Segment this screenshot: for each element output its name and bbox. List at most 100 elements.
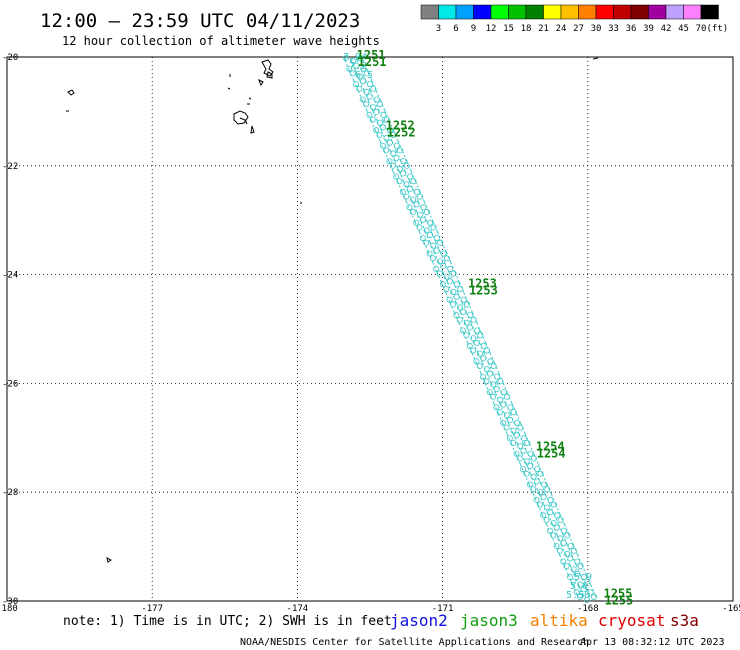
swh-glyph xyxy=(554,512,561,519)
legend-tick-label: 18 xyxy=(521,24,532,34)
swh-glyph xyxy=(510,409,517,416)
swh-glyph xyxy=(560,527,567,534)
swh-glyph xyxy=(393,173,400,180)
swh-glyph xyxy=(497,396,504,403)
swh-glyph xyxy=(563,550,570,557)
swh-glyph xyxy=(370,85,377,92)
swh-glyph xyxy=(440,250,447,257)
swh-glyph xyxy=(513,450,520,457)
island-shape xyxy=(233,110,249,125)
swh-glyph xyxy=(367,81,374,88)
island-shape xyxy=(227,74,231,90)
satellite-tracks xyxy=(342,55,598,604)
swh-glyph xyxy=(493,386,500,393)
swh-glyph xyxy=(453,312,460,319)
swh-glyph xyxy=(396,178,403,185)
swh-glyph xyxy=(503,424,510,431)
swh-glyph xyxy=(450,288,457,295)
swh-glyph xyxy=(380,111,387,118)
swh-glyph xyxy=(556,547,563,554)
swh-glyph xyxy=(439,281,446,288)
track-line xyxy=(355,57,591,598)
map-grid xyxy=(7,57,733,601)
swh-glyph xyxy=(490,362,497,369)
time-label-dup: 1253 xyxy=(469,283,498,297)
swh-glyph xyxy=(493,404,500,411)
swh-glyph xyxy=(460,309,467,316)
swh-glyph xyxy=(376,131,383,138)
swh-glyph xyxy=(393,142,400,149)
swh-glyph xyxy=(409,208,416,215)
swh-glyph xyxy=(580,586,587,593)
swh-glyph xyxy=(433,265,440,272)
footer-credit: NOAA/NESDIS Center for Satellite Applica… xyxy=(240,637,589,648)
swh-glyph xyxy=(460,296,467,303)
lon-tick-label: -180 xyxy=(0,604,18,614)
lat-tick-label: -24 xyxy=(2,271,18,281)
swh-glyph xyxy=(443,285,450,292)
lon-tick-label: -177 xyxy=(141,604,163,614)
track-line xyxy=(343,57,579,598)
lon-tick-label: -171 xyxy=(432,604,454,614)
swh-glyph xyxy=(410,178,417,185)
swh-glyph xyxy=(423,239,430,246)
swh-glyph xyxy=(413,219,420,226)
time-label-dup: 1251 xyxy=(358,55,387,69)
swh-glyph xyxy=(507,416,514,423)
swh-glyph xyxy=(459,327,466,334)
swh-glyph xyxy=(440,262,447,269)
island-shape xyxy=(250,125,255,134)
satellite-name-altika: altika xyxy=(530,611,588,630)
swh-glyph xyxy=(436,258,443,265)
swh-glyph xyxy=(543,517,550,524)
swh-glyph xyxy=(346,65,353,72)
swh-glyph xyxy=(456,316,463,323)
swh-glyph xyxy=(377,101,384,108)
swh-value-label: 7.2 xyxy=(349,61,367,72)
swh-glyph xyxy=(520,447,527,454)
swh-glyph xyxy=(480,342,487,349)
swh-glyph xyxy=(470,316,477,323)
page-title: 12:00 — 23:59 UTC 04/11/2023 xyxy=(40,10,360,32)
swh-glyph xyxy=(446,278,453,285)
swh-glyph xyxy=(473,339,480,346)
swh-glyph xyxy=(363,101,370,108)
swh-glyph xyxy=(480,373,487,380)
swh-glyph xyxy=(443,255,450,262)
footer-note: note: 1) Time is in UTC; 2) SWH is in fe… xyxy=(63,614,392,629)
wave-height-legend: 3 6 9 12 15 18 21 24 27 30 33 36 39 42 45 70 (ft) xyxy=(420,4,728,34)
swh-glyph xyxy=(520,435,527,442)
lat-tick-label: -20 xyxy=(2,53,18,63)
swh-glyph xyxy=(580,573,587,580)
swh-glyph xyxy=(380,124,387,131)
swh-glyph xyxy=(399,188,406,195)
swh-glyph xyxy=(523,470,530,477)
swh-glyph xyxy=(557,535,564,542)
legend-swatch xyxy=(700,4,719,20)
swh-glyph xyxy=(506,435,513,442)
swh-glyph xyxy=(567,555,574,562)
time-label-dup: 1252 xyxy=(387,126,416,140)
swh-glyph xyxy=(430,224,437,231)
island-shape xyxy=(106,557,112,563)
swh-glyph xyxy=(406,204,413,211)
swh-glyph xyxy=(470,335,477,342)
swh-glyph xyxy=(387,127,394,134)
swh-glyph xyxy=(520,466,527,473)
swh-value-label: 7.94 xyxy=(343,52,367,63)
swh-glyph xyxy=(476,362,483,369)
legend-swatch xyxy=(578,4,597,20)
swh-glyph xyxy=(342,55,349,62)
footer-timestamp: Apr 13 08:32:12 UTC 2023 xyxy=(580,637,725,648)
track-line xyxy=(361,57,597,598)
swh-glyph xyxy=(530,486,537,493)
swh-glyph xyxy=(349,58,356,65)
swh-glyph xyxy=(390,131,397,138)
legend-swatch xyxy=(595,4,614,20)
swh-glyph xyxy=(517,442,524,449)
swh-glyph xyxy=(473,327,480,334)
satellite-name-jason2: jason2 xyxy=(390,611,448,630)
swh-glyph xyxy=(553,543,560,550)
swh-glyph xyxy=(383,116,390,123)
